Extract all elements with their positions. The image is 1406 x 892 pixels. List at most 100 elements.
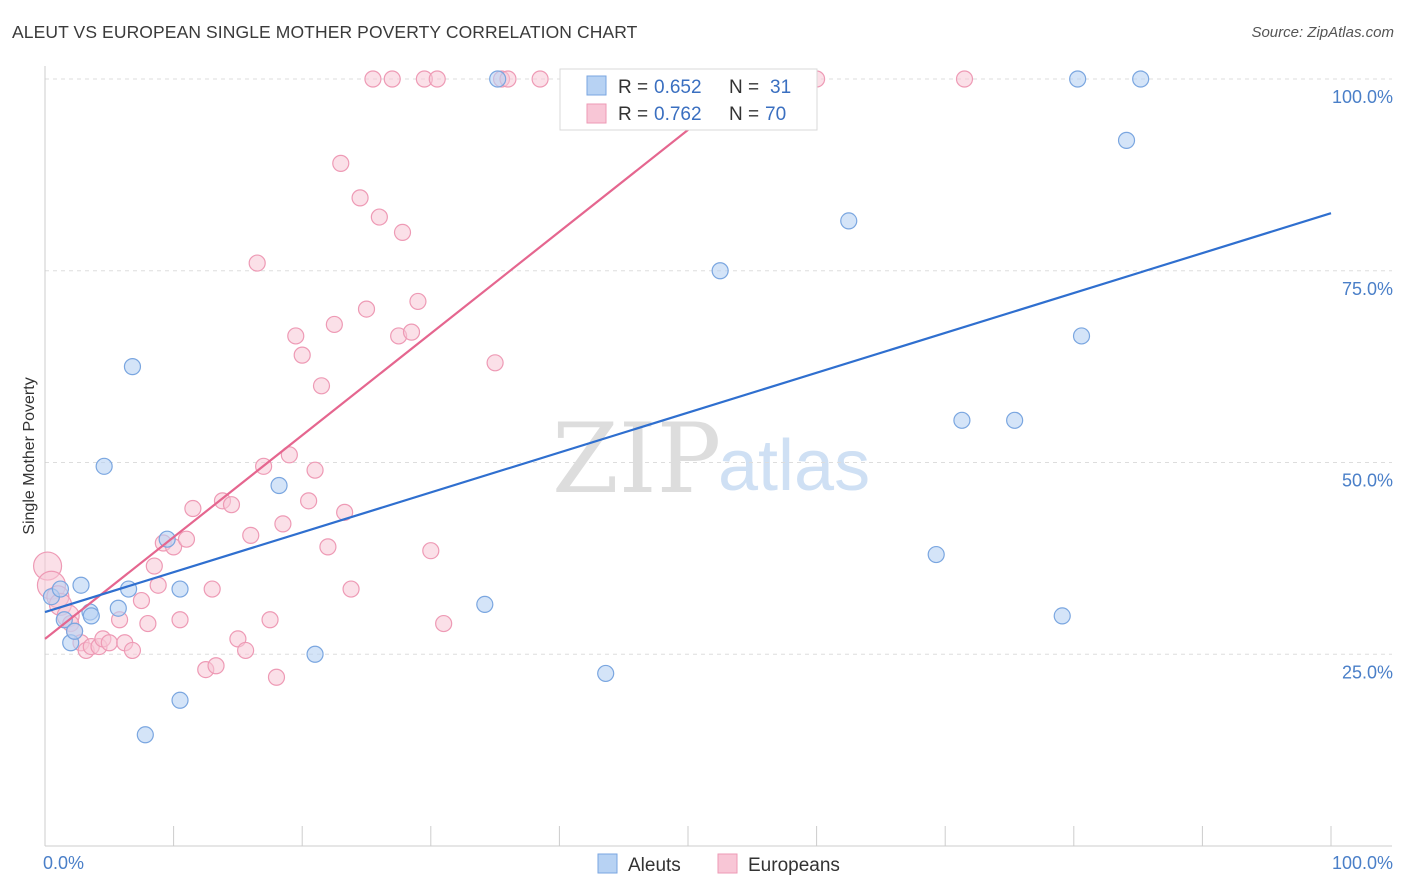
point-european-22	[171, 611, 189, 629]
legend-swatch-europeans	[586, 103, 607, 124]
grid-lines	[45, 78, 1392, 655]
legend-aleuts-n-label: N =	[729, 77, 759, 98]
point-european-69	[955, 70, 974, 88]
trend-line-aleuts	[44, 212, 1332, 614]
point-european-48	[342, 580, 360, 598]
legend-europeans-n-label: N =	[729, 104, 759, 125]
y-tick-label-100: 100.0%	[1332, 87, 1393, 107]
y-tick-label-50: 50.0%	[1342, 471, 1393, 491]
legend-europeans-r-label: R =	[618, 104, 648, 125]
point-european-41	[300, 492, 318, 510]
point-aleut-9	[109, 599, 127, 617]
point-european-53	[383, 70, 401, 88]
legend-aleuts-r-label: R =	[618, 77, 648, 98]
point-european-17	[139, 614, 157, 633]
point-aleut-13	[158, 530, 176, 548]
point-european-50	[357, 300, 376, 318]
point-european-42	[306, 461, 324, 479]
point-aleut-24	[953, 411, 971, 429]
point-european-36	[267, 668, 286, 686]
y-tick-labels: 25.0% 50.0% 75.0% 100.0%	[1332, 87, 1393, 682]
bottom-legend-swatch-europeans	[717, 853, 738, 874]
x-tick-label-100: 100.0%	[1332, 853, 1393, 873]
point-european-59	[422, 542, 440, 560]
bottom-legend-europeans: Europeans	[748, 855, 840, 876]
point-european-31	[237, 641, 255, 660]
point-european-29	[222, 496, 241, 514]
point-aleut-27	[1069, 70, 1087, 88]
stats-legend: R = 0.652 N = 31 R = 0.762 N = 70	[559, 68, 818, 131]
point-european-23	[177, 530, 196, 548]
legend-swatch-aleuts	[586, 75, 607, 96]
bottom-legend-aleuts: Aleuts	[628, 855, 681, 876]
point-aleut-25	[1006, 411, 1024, 429]
point-aleut-22	[840, 212, 858, 230]
point-aleut-7	[82, 607, 100, 625]
point-european-45	[325, 315, 343, 334]
point-european-33	[248, 254, 266, 272]
point-european-57	[409, 292, 427, 311]
point-european-55	[393, 223, 412, 241]
x-tick-label-0: 0.0%	[43, 853, 84, 873]
point-european-60	[428, 70, 446, 88]
y-tick-label-25: 25.0%	[1342, 662, 1393, 682]
point-aleut-26	[1053, 607, 1071, 625]
point-aleut-19	[489, 70, 507, 88]
y-axis-label: Single Mother Poverty	[21, 377, 38, 534]
point-european-16	[132, 591, 151, 610]
bottom-legend-swatch-aleuts	[597, 853, 618, 874]
y-tick-label-75: 75.0%	[1342, 279, 1393, 299]
legend-aleuts-n-value: 31	[770, 77, 791, 98]
legend-europeans-n-value: 70	[765, 104, 786, 125]
legend-aleuts-r-value: 0.652	[654, 77, 702, 98]
point-european-61	[435, 614, 453, 633]
point-european-65	[531, 70, 549, 88]
point-aleut-17	[306, 645, 324, 663]
point-european-35	[261, 611, 279, 629]
point-european-49	[351, 189, 369, 207]
point-european-15	[123, 641, 142, 660]
point-aleut-23	[927, 545, 945, 564]
point-european-44	[319, 538, 337, 556]
source-label: Source: ZipAtlas.com	[1251, 24, 1394, 41]
point-european-40	[293, 346, 311, 364]
point-aleut-16	[270, 476, 288, 495]
watermark: ZIP atlas	[552, 403, 870, 515]
point-aleut-21	[711, 262, 729, 280]
trend-lines	[44, 78, 1332, 640]
point-aleut-15	[171, 691, 189, 709]
point-aleut-4	[65, 622, 84, 640]
point-aleut-28	[1072, 327, 1091, 345]
point-aleut-29	[1117, 131, 1136, 149]
point-european-56	[402, 323, 421, 341]
legend-europeans-r-value: 0.762	[654, 104, 702, 125]
point-aleut-30	[1132, 70, 1150, 88]
point-aleut-8	[95, 457, 113, 475]
point-european-52	[370, 208, 388, 226]
point-aleut-12	[136, 726, 154, 744]
point-aleut-14	[171, 580, 189, 598]
point-european-18	[145, 557, 163, 575]
point-european-47	[336, 503, 354, 521]
point-european-32	[242, 526, 260, 544]
point-european-46	[332, 154, 350, 172]
point-aleut-1	[51, 580, 70, 598]
point-european-26	[203, 580, 221, 598]
chart-title: ALEUT VS EUROPEAN SINGLE MOTHER POVERTY …	[12, 22, 638, 42]
point-european-24	[184, 499, 202, 518]
point-aleut-2	[55, 611, 73, 629]
point-european-43	[312, 377, 331, 395]
point-european-62	[486, 354, 504, 372]
axes	[44, 66, 1392, 847]
x-tick-labels: 0.0% 100.0%	[43, 853, 1393, 873]
point-european-37	[274, 515, 292, 533]
point-european-51	[364, 70, 382, 88]
watermark-atlas: atlas	[718, 426, 870, 506]
point-aleut-11	[123, 358, 142, 376]
series-legend: Aleuts Europeans	[597, 853, 840, 876]
point-european-27	[207, 657, 225, 675]
point-aleut-18	[476, 595, 494, 613]
series-aleuts	[42, 70, 1150, 744]
trend-line-europeans	[44, 78, 753, 640]
